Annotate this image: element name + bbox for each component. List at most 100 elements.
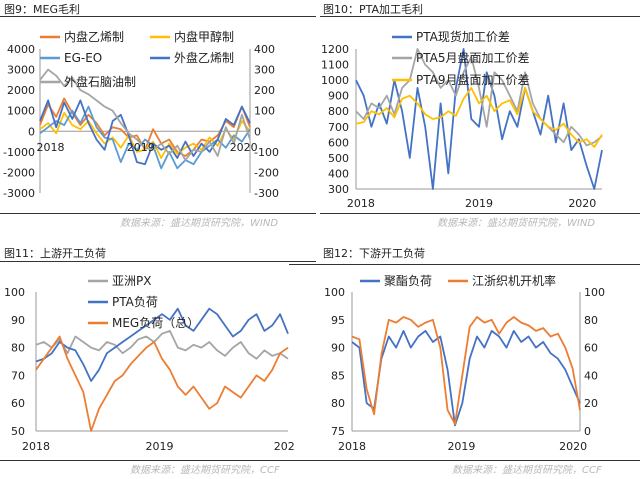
fig10-bottom-rule [320,213,640,214]
downstream-y-left-tick: 90 [331,342,345,355]
downstream-x-tick: 2020 [559,440,587,453]
meg-legend-label: EG-EO [64,51,102,65]
downstream-chart: 75 80 85 90 95 100 0 20 40 60 80 100 2018 2019 2020 聚酯负… [324,273,605,453]
downstream-y-left-tick: 75 [331,425,345,438]
downstream-y-right-tick: 80 [584,314,598,327]
meg-x-tick: 2019 [127,141,155,154]
downstream-y-left-tick: 100 [324,286,345,299]
downstream-y-right-tick: 0 [584,425,591,438]
meg-y-right-tick: -200 [254,166,279,179]
meg-legend-label: 内盘乙烯制 [64,29,124,44]
fig11-title-rule [0,261,316,262]
pta-legend-label: PTA5月盘面加工价差 [416,50,529,65]
downstream-series-line [351,316,581,426]
downstream-x-tick: 2019 [447,440,475,453]
pta-series-line [355,48,603,190]
meg-y-left-tick: -2000 [3,166,35,179]
upstream-legend-item: PTA负荷 [88,295,158,309]
meg-x-tick: 2018 [37,141,65,154]
fig10-title-rule [320,16,640,17]
meg-y-right-tick: 0 [254,125,261,138]
downstream-y-left-tick: 80 [331,397,345,410]
fig12-source: 数据来源：盛达期货研究院，CCF [452,465,602,476]
pta-x-tick: 2019 [465,197,493,210]
downstream-legend-label: 江浙织机开机率 [472,273,556,288]
upstream-series-line [35,329,289,360]
meg-y-left-tick: 2000 [7,84,35,97]
pta-legend-item: PTA5月盘面加工价差 [392,50,529,65]
upstream-y-left-tick: 50 [11,425,25,438]
meg-legend-item: 内盘乙烯制 [40,29,124,44]
pta-x-tick: 2018 [347,197,375,210]
fig10-title: 图10：PTA加工毛利 [323,3,424,16]
downstream-legend-label: 聚酯负荷 [384,274,432,288]
meg-y-right-tick: 400 [254,43,275,56]
upstream-series-line [35,335,289,432]
pta-y-left-tick: 900 [328,90,349,103]
upstream-x-tick: 2019 [145,440,173,453]
meg-y-right-tick: 300 [254,64,275,77]
meg-chart: -3000-2000-100001000200030004000-300-200… [3,29,279,200]
meg-y-left-tick: -3000 [3,187,35,200]
meg-legend-item: EG-EO [40,51,102,65]
upstream-legend-item: 亚洲PX [88,274,151,288]
pta-y-left-tick: 500 [328,152,349,165]
downstream-series-line [351,329,581,427]
meg-y-right-tick: -100 [254,146,279,159]
fig12-title-rule [289,264,640,265]
downstream-y-right-tick: 20 [584,397,598,410]
fig9-source: 数据来源：盛达期货研究院，WIND [120,218,279,229]
fig10-source: 数据来源：盛达期货研究院，WIND [437,218,596,229]
pta-x-tick: 2020 [568,197,596,210]
fig12-title: 图12：下游开工负荷 [323,247,425,260]
downstream-x-tick: 2018 [338,440,366,453]
upstream-legend-label: PTA负荷 [112,295,158,309]
meg-legend-label: 外盘乙烯制 [174,50,234,65]
meg-y-left-tick: 1000 [7,105,35,118]
downstream-y-right-tick: 40 [584,369,598,382]
meg-y-left-tick: 0 [28,125,35,138]
pta-legend-label: PTA9月盘面加工价差 [416,72,529,87]
upstream-x-tick: 2018 [22,440,50,453]
meg-legend-label: 外盘石脑油制 [64,74,136,89]
upstream-legend-label: MEG负荷（总） [112,316,199,330]
fig9-title: 图9：MEG毛利 [4,3,80,16]
downstream-legend-item: 江浙织机开机率 [448,273,556,288]
pta-series-line [355,87,603,148]
pta-y-left-tick: 1000 [321,74,349,87]
upstream-y-left-tick: 80 [11,342,25,355]
meg-y-right-tick: 100 [254,105,275,118]
downstream-y-right-tick: 100 [584,286,605,299]
meg-y-left-tick: 4000 [7,43,35,56]
pta-series-line [355,48,603,147]
meg-y-right-tick: 200 [254,84,275,97]
pta-y-left-tick: 600 [328,136,349,149]
upstream-series-line [35,307,289,382]
fig11-title: 图11：上游开工负荷 [4,247,106,260]
pta-y-left-tick: 400 [328,167,349,180]
pta-y-left-tick: 300 [328,183,349,196]
upstream-legend-item: MEG负荷（总） [88,316,199,330]
upstream-x-tick: 202 [274,440,295,453]
pta-y-left-tick: 700 [328,121,349,134]
meg-y-left-tick: 3000 [7,64,35,77]
meg-legend-item: 内盘甲醇制 [150,29,234,44]
meg-series-line [39,99,251,166]
meg-x-tick: 2020 [230,141,258,154]
fig9-title-rule [0,16,316,17]
downstream-y-left-tick: 85 [331,369,345,382]
upstream-y-left-tick: 70 [11,369,25,382]
downstream-y-right-tick: 60 [584,342,598,355]
pta-legend-item: PTA现货加工价差 [392,29,510,44]
upstream-y-left-tick: 90 [11,314,25,327]
pta-y-left-tick: 800 [328,105,349,118]
pta-y-left-tick: 1200 [321,43,349,56]
meg-legend-item: 外盘石脑油制 [40,74,136,89]
fig9-bottom-rule [0,213,316,214]
meg-y-right-tick: -300 [254,187,279,200]
downstream-y-left-tick: 95 [331,314,345,327]
meg-y-left-tick: -1000 [3,146,35,159]
pta-chart: 300 400 500 600 700 800 900 1000 1100 1200 2018 201… [321,29,603,210]
meg-legend-label: 内盘甲醇制 [174,29,234,44]
